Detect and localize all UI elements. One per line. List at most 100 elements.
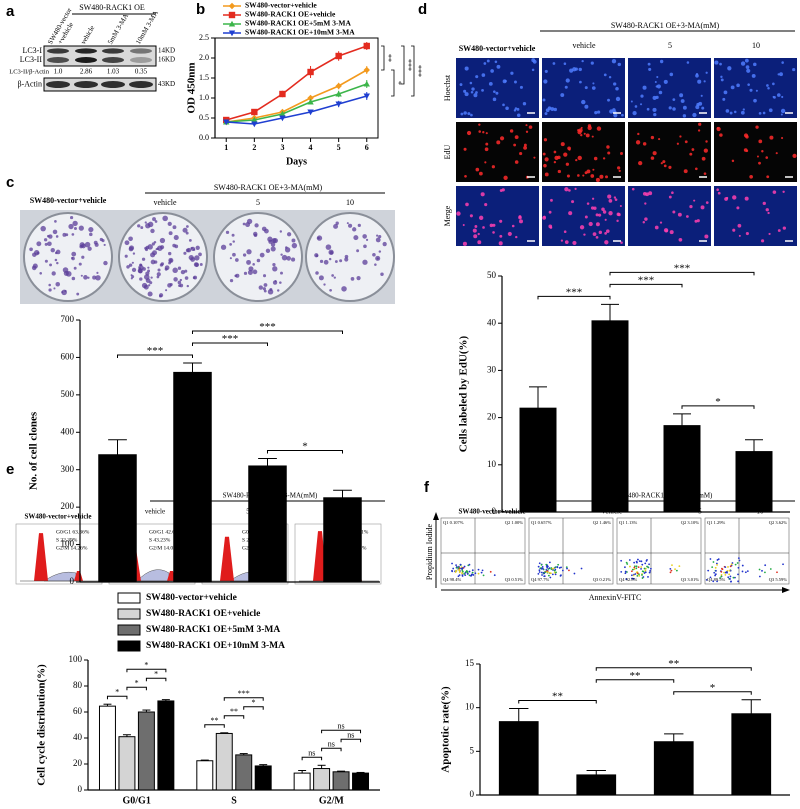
event	[727, 566, 729, 568]
micrograph	[714, 122, 797, 182]
colony	[147, 291, 153, 297]
bar	[215, 732, 233, 791]
event	[620, 570, 623, 573]
event	[648, 563, 650, 566]
micrograph	[456, 186, 539, 246]
legend-label: SW480-RACK1 OE+10mM 3-MA	[245, 28, 355, 37]
event	[707, 569, 710, 572]
band-label: β-Actin	[17, 79, 42, 88]
band	[47, 48, 69, 54]
cell	[569, 68, 574, 73]
cell	[677, 212, 682, 217]
marker	[307, 68, 314, 76]
event	[538, 569, 541, 572]
cell	[745, 65, 750, 69]
cell	[646, 107, 650, 111]
colony	[151, 242, 155, 246]
marker	[228, 2, 236, 10]
cell	[745, 149, 749, 153]
cell	[470, 90, 474, 94]
cell	[732, 195, 737, 200]
marker	[335, 82, 342, 90]
event	[471, 569, 474, 572]
event	[464, 574, 467, 577]
y-tick-label: 0	[78, 784, 83, 794]
bar	[173, 371, 212, 583]
cell	[705, 71, 708, 74]
histogram-s-phase	[43, 571, 77, 582]
colony	[48, 234, 53, 239]
colony	[78, 262, 82, 266]
event	[538, 571, 541, 573]
event	[472, 574, 475, 576]
significance-label: *	[710, 682, 716, 694]
cell	[685, 215, 689, 218]
cell	[553, 150, 557, 154]
cell	[663, 79, 668, 84]
cell	[654, 80, 657, 83]
significance-bracket	[126, 668, 167, 673]
event	[648, 571, 651, 574]
colony	[139, 263, 143, 267]
micrograph	[628, 122, 711, 182]
event	[537, 565, 540, 568]
cell	[586, 202, 590, 205]
cell	[749, 88, 753, 92]
cell	[650, 135, 655, 140]
event	[732, 576, 735, 579]
event	[715, 569, 717, 572]
colony	[177, 280, 182, 285]
colony	[103, 243, 106, 247]
y-axis-label: No. of cell clones	[28, 411, 40, 490]
colony	[76, 292, 80, 296]
x-tick-label: 4	[309, 143, 313, 152]
dose-label: 10	[752, 41, 760, 50]
event	[541, 566, 544, 568]
significance-bracket	[537, 295, 611, 300]
cell	[697, 79, 702, 84]
event	[461, 567, 464, 569]
cell	[586, 169, 591, 174]
colony	[225, 230, 230, 235]
event	[481, 569, 484, 572]
colony	[270, 246, 276, 252]
cell	[574, 67, 578, 71]
colony	[183, 251, 187, 255]
event	[649, 567, 652, 570]
cell	[464, 66, 469, 71]
colony	[156, 247, 160, 251]
colony	[165, 289, 168, 292]
cell	[581, 99, 586, 105]
colony	[164, 267, 168, 271]
event	[624, 572, 627, 575]
phase-stat: S 22.39%	[56, 537, 78, 543]
cell	[726, 196, 729, 200]
cell	[591, 135, 594, 138]
event	[669, 571, 672, 574]
cell	[543, 215, 546, 219]
colony	[150, 276, 153, 279]
cell	[595, 235, 599, 239]
event	[451, 570, 454, 573]
cell	[648, 67, 652, 71]
y-tick-label: 10	[487, 459, 497, 469]
colony	[286, 232, 292, 237]
cell	[475, 167, 480, 172]
legend-label: SW480-RACK1 OE+vehicle	[146, 609, 260, 619]
cell	[792, 153, 797, 158]
colony	[44, 259, 48, 263]
colony	[126, 265, 130, 269]
cell	[499, 234, 503, 238]
cell	[703, 172, 707, 175]
significance-label: ns	[308, 749, 315, 758]
cell	[565, 162, 570, 166]
cell	[490, 69, 494, 73]
band	[102, 48, 124, 54]
micrograph	[628, 186, 711, 246]
x-tick-label: 6	[365, 143, 369, 152]
event	[675, 569, 678, 572]
cell	[647, 62, 651, 66]
colony	[73, 266, 77, 270]
event	[628, 559, 631, 561]
cell	[671, 191, 674, 195]
